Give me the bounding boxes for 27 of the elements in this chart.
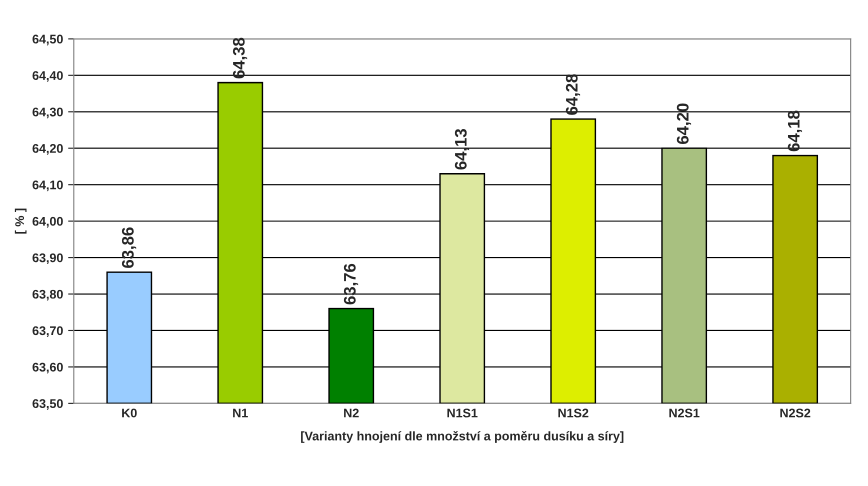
data-label: 63,86 <box>122 227 136 268</box>
y-tick-label: 63,80 <box>32 290 63 300</box>
data-label: 64,18 <box>788 110 802 152</box>
x-tick-label: N1S1 <box>447 408 478 418</box>
x-tick-label: N2S1 <box>669 408 700 418</box>
y-tick-label: 64,30 <box>32 108 63 118</box>
y-tick-label: 63,90 <box>32 253 63 264</box>
y-tick-label: 63,70 <box>32 326 63 337</box>
data-label: 64,38 <box>232 38 248 78</box>
x-tick-label: N2 <box>344 408 359 418</box>
x-tick-label: N2S2 <box>780 408 810 418</box>
y-tick-label: 64,10 <box>32 180 63 192</box>
x-tick-label: N1 <box>233 408 248 418</box>
y-tick-label: 64,50 <box>32 34 63 46</box>
data-label: 64,13 <box>454 128 470 170</box>
y-tick-label: 64,20 <box>32 144 63 155</box>
x-axis-title: [Varianty hnojení dle množství a poměru dusíku a síry] <box>301 431 624 443</box>
data-label: 64,20 <box>676 104 692 144</box>
y-axis-title: [ % ] <box>14 208 27 234</box>
y-tick-label: 63,50 <box>32 399 63 410</box>
x-tick-label: N1S2 <box>558 408 588 418</box>
data-label: 64,28 <box>566 74 580 115</box>
y-tick-label: 64,00 <box>32 216 63 228</box>
x-tick-label: K0 <box>122 408 137 418</box>
y-tick-label: 63,60 <box>32 362 63 374</box>
data-label: 63,76 <box>344 264 358 304</box>
y-tick-label: 64,40 <box>32 71 63 82</box>
